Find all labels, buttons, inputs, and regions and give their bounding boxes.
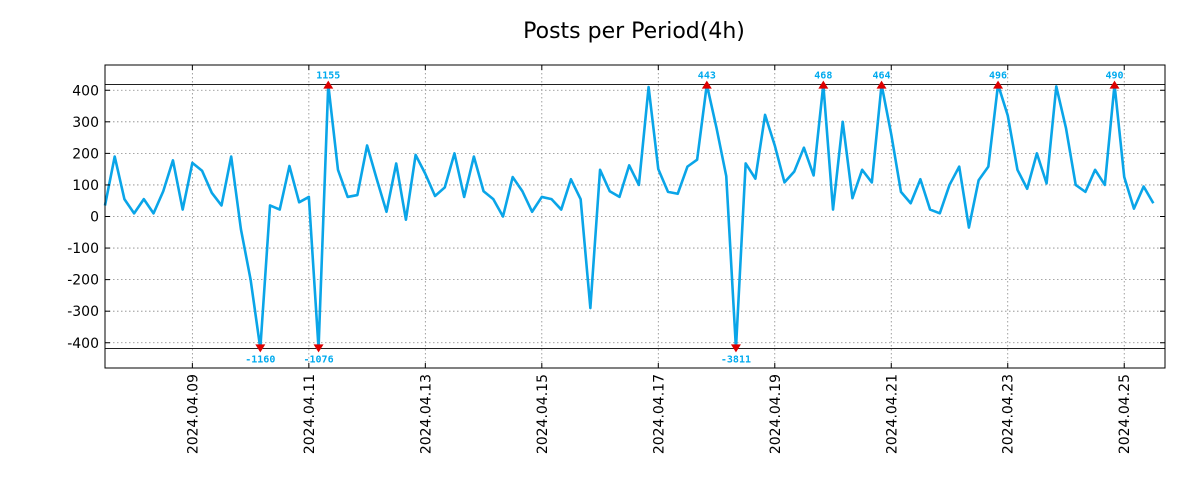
- clip-limit-lines: [105, 84, 1165, 349]
- peak-marker: [255, 344, 266, 353]
- x-tick-label: 2024.04.25: [1117, 374, 1133, 454]
- peak-marker: [730, 344, 741, 353]
- peak-label: 443: [698, 71, 716, 82]
- peak-label: 490: [1105, 71, 1123, 82]
- peak-label: -1160: [245, 354, 275, 365]
- y-tick-label: -300: [67, 304, 99, 320]
- peak-markers: -1160 -1076 1155 443 -3811 468 464 496 490: [245, 71, 1123, 366]
- x-tick-label: 2024.04.21: [884, 374, 900, 454]
- x-tick-label: 2024.04.15: [535, 374, 551, 454]
- series-line-posts: [103, 83, 1155, 350]
- peak-marker: [323, 80, 334, 89]
- peak-label: 496: [989, 71, 1007, 82]
- peak-marker: [701, 80, 712, 89]
- y-tick-label: -100: [67, 241, 99, 257]
- y-tick-label: -200: [67, 273, 99, 289]
- y-tick-label: -400: [67, 336, 99, 352]
- grid-lines: [105, 65, 1165, 368]
- y-tick-label: 300: [72, 115, 99, 131]
- peak-marker: [818, 80, 829, 89]
- peak-label: -1076: [303, 354, 333, 365]
- series-layer: [103, 83, 1155, 350]
- axis-ticks: 400 300 200 100 0 -100 -200 -300 -400 2024.04.09 2…: [67, 65, 1165, 454]
- peak-label: 468: [814, 71, 832, 82]
- peak-marker: [876, 80, 887, 89]
- peak-marker: [313, 344, 324, 353]
- peak-label: 1155: [316, 71, 340, 82]
- y-tick-label: 200: [72, 146, 99, 162]
- x-tick-label: 2024.04.17: [651, 374, 667, 454]
- x-tick-label: 2024.04.13: [418, 374, 434, 454]
- y-tick-label: 0: [90, 210, 99, 226]
- y-tick-label: 100: [72, 178, 99, 194]
- chart-title: Posts per Period(4h): [523, 19, 745, 44]
- peak-marker: [993, 80, 1004, 89]
- x-tick-label: 2024.04.19: [768, 374, 784, 454]
- peak-label: 464: [873, 71, 891, 82]
- x-tick-label: 2024.04.23: [1001, 374, 1017, 454]
- y-tick-label: 400: [72, 83, 99, 99]
- peak-label: -3811: [721, 354, 751, 365]
- x-tick-label: 2024.04.11: [302, 374, 318, 454]
- x-tick-label: 2024.04.09: [185, 374, 201, 454]
- peak-marker: [1109, 80, 1120, 89]
